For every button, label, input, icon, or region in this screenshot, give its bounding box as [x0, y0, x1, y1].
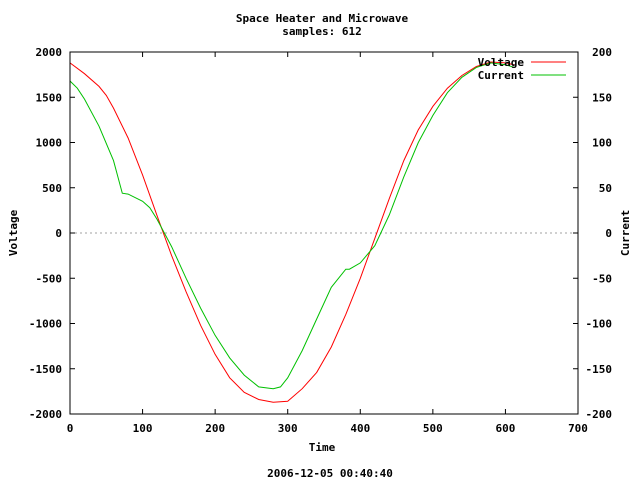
y2-tick-label: -200 [586, 408, 613, 421]
x-tick-label: 400 [350, 422, 370, 435]
x-tick-label: 500 [423, 422, 443, 435]
ticks-layer: 0 100 200 300 400 500 600 7002000150010005000-5… [29, 46, 612, 435]
plot-frame [69, 51, 579, 415]
y-tick-label: -2000 [29, 408, 62, 421]
y2-tick-label: 100 [592, 137, 612, 150]
legend-label-voltage: Voltage [478, 56, 525, 69]
footer-timestamp: 2006-12-05 00:40:40 [267, 467, 393, 480]
y2-tick-label: -150 [586, 363, 613, 376]
y-tick-label: -500 [36, 272, 63, 285]
y2-axis-label: Current [619, 210, 632, 256]
series-line-current [69, 62, 515, 390]
x-tick-label: 200 [205, 422, 225, 435]
y-tick-label: 2000 [36, 46, 63, 59]
y-tick-label: 1500 [36, 91, 63, 104]
x-tick-label: 100 [133, 422, 153, 435]
x-tick-label: 700 [568, 422, 588, 435]
y-tick-label: -1000 [29, 318, 62, 331]
chart-subtitle: samples: 612 [282, 25, 361, 38]
y2-tick-label: 0 [605, 227, 612, 240]
y-tick-label: -1500 [29, 363, 62, 376]
chart-title: Space Heater and Microwave [236, 12, 409, 25]
y-axis-label: Voltage [7, 209, 20, 256]
x-tick-label: 600 [495, 422, 515, 435]
y2-tick-label: -50 [592, 272, 612, 285]
x-tick-label: 0 [67, 422, 74, 435]
y-tick-label: 500 [42, 182, 62, 195]
y2-tick-label: -100 [586, 318, 613, 331]
y2-tick-label: 150 [592, 91, 612, 104]
y2-tick-label: 200 [592, 46, 612, 59]
series-layer [69, 61, 515, 403]
y-tick-label: 1000 [36, 137, 63, 150]
y-tick-label: 0 [55, 227, 62, 240]
x-tick-label: 300 [278, 422, 298, 435]
x-axis-label: Time [309, 441, 336, 454]
y2-tick-label: 50 [599, 182, 612, 195]
legend-label-current: Current [478, 69, 524, 82]
series-line-voltage [69, 61, 515, 403]
